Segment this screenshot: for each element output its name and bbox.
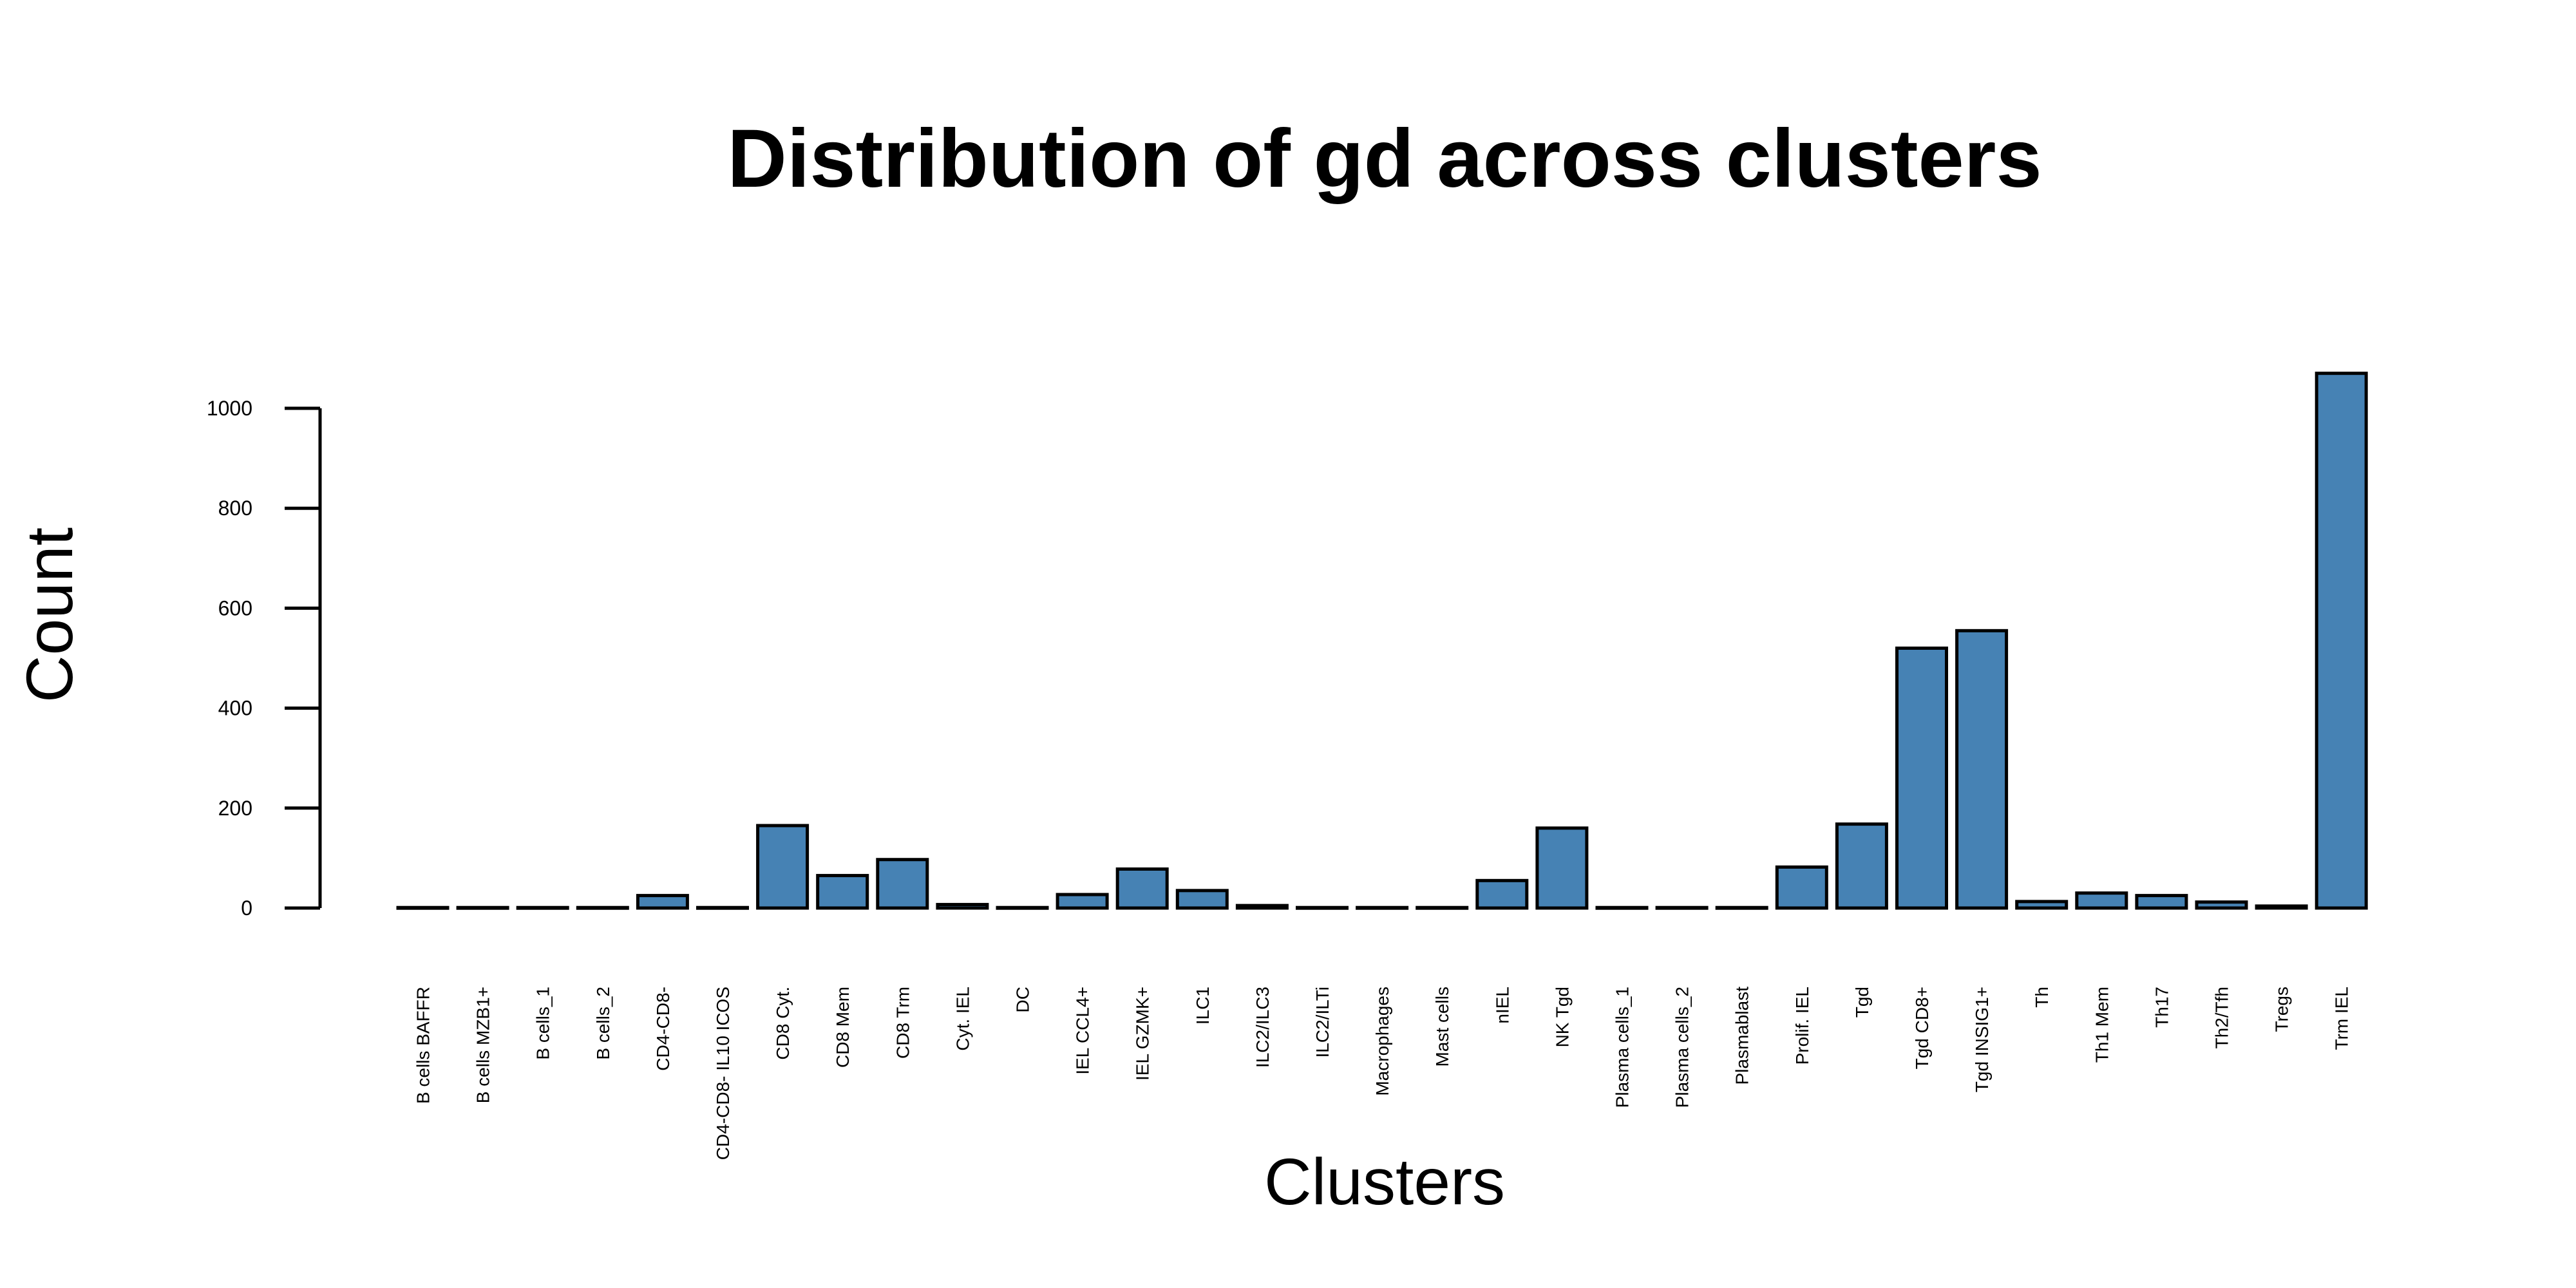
x-tick-label: Cyt. IEL	[952, 987, 972, 1051]
bar	[1655, 905, 1709, 910]
bar	[1296, 905, 1349, 910]
x-tick-labels: B cells BAFFR B cells MZB1+ B cells_1 B cel…	[413, 987, 2352, 1160]
x-tick-label: nIEL	[1492, 987, 1512, 1024]
bar	[1835, 822, 1888, 910]
x-tick-label: CD8 Cyt.	[773, 987, 793, 1060]
bar	[1115, 867, 1169, 910]
bar	[1955, 629, 2009, 910]
x-tick-label: Th2/Tfh	[2212, 987, 2232, 1048]
bar	[1595, 905, 1649, 910]
x-tick-label: Tgd CD8+	[1912, 987, 1932, 1069]
x-tick-label: Trm IEL	[2332, 987, 2352, 1050]
x-tick-label: Plasma cells_2	[1672, 987, 1692, 1108]
x-tick-label: CD4-CD8-	[653, 987, 673, 1071]
bar	[1715, 905, 1768, 910]
bar	[816, 874, 869, 910]
x-tick-label: Th17	[2152, 987, 2172, 1028]
x-tick-label: Plasma cells_1	[1613, 987, 1633, 1108]
x-tick-label: Plasmablast	[1732, 987, 1752, 1085]
x-tick-label: Tgd	[1852, 987, 1872, 1018]
bar	[996, 905, 1049, 910]
x-tick-label: NK Tgd	[1552, 987, 1572, 1047]
bars-group	[396, 372, 2368, 910]
x-tick-label: Th1 Mem	[2092, 987, 2112, 1063]
y-tick-label: 0	[241, 896, 252, 920]
bar	[396, 905, 450, 910]
bar	[1056, 893, 1109, 910]
x-tick-label: CD8 Trm	[893, 987, 913, 1059]
x-tick-label: Tregs	[2272, 987, 2292, 1032]
bar	[576, 905, 629, 910]
y-axis-title: Count	[13, 527, 86, 703]
x-tick-label: Prolif. IEL	[1792, 987, 1812, 1065]
bar	[936, 903, 989, 910]
bar	[636, 894, 689, 910]
bar	[2315, 372, 2368, 910]
bar	[2255, 904, 2308, 910]
bar	[2135, 894, 2188, 910]
bar	[456, 905, 509, 910]
x-tick-label: IEL GZMK+	[1133, 987, 1153, 1081]
y-tick-label: 400	[218, 697, 252, 720]
bar	[756, 824, 810, 910]
bar	[1356, 905, 1409, 910]
x-tick-label: ILC2/ILTi	[1312, 987, 1332, 1057]
x-tick-label: Macrophages	[1372, 987, 1392, 1096]
bar	[1475, 878, 1529, 910]
x-axis-title: Clusters	[1264, 1145, 1505, 1218]
bar	[1416, 905, 1469, 910]
y-axis: 0 200 400 600 800 1000	[207, 397, 322, 920]
bar	[1175, 889, 1229, 910]
y-tick-label: 800	[218, 497, 252, 520]
x-tick-label: IEL CCL4+	[1073, 987, 1093, 1075]
bar	[2075, 891, 2128, 910]
y-tick-label: 200	[218, 797, 252, 820]
bar	[696, 905, 749, 910]
x-tick-label: B cells_2	[593, 987, 613, 1060]
x-tick-label: B cells BAFFR	[413, 987, 433, 1104]
bar	[876, 858, 929, 910]
x-tick-label: Mast cells	[1432, 987, 1452, 1066]
bar	[1235, 904, 1289, 910]
bar	[516, 905, 569, 910]
y-tick-label: 600	[218, 596, 252, 620]
x-tick-label: Tgd INSIG1+	[1972, 987, 1992, 1092]
x-tick-label: DC	[1013, 987, 1033, 1012]
chart-title: Distribution of gd across clusters	[727, 113, 2041, 205]
x-tick-label: ILC1	[1193, 987, 1213, 1025]
bar	[2195, 900, 2248, 910]
bar	[1775, 865, 1828, 910]
x-tick-label: ILC2/ILC3	[1253, 987, 1273, 1068]
x-tick-label: B cells MZB1+	[473, 987, 493, 1103]
y-tick-label: 1000	[207, 397, 252, 420]
bar	[1895, 646, 1948, 910]
x-tick-label: CD8 Mem	[833, 987, 853, 1068]
x-tick-label: Th	[2032, 987, 2052, 1008]
bar	[2015, 900, 2069, 910]
x-tick-label: CD4-CD8- IL10 ICOS	[713, 987, 733, 1160]
x-tick-label: B cells_1	[533, 987, 553, 1060]
bar	[1535, 826, 1589, 910]
